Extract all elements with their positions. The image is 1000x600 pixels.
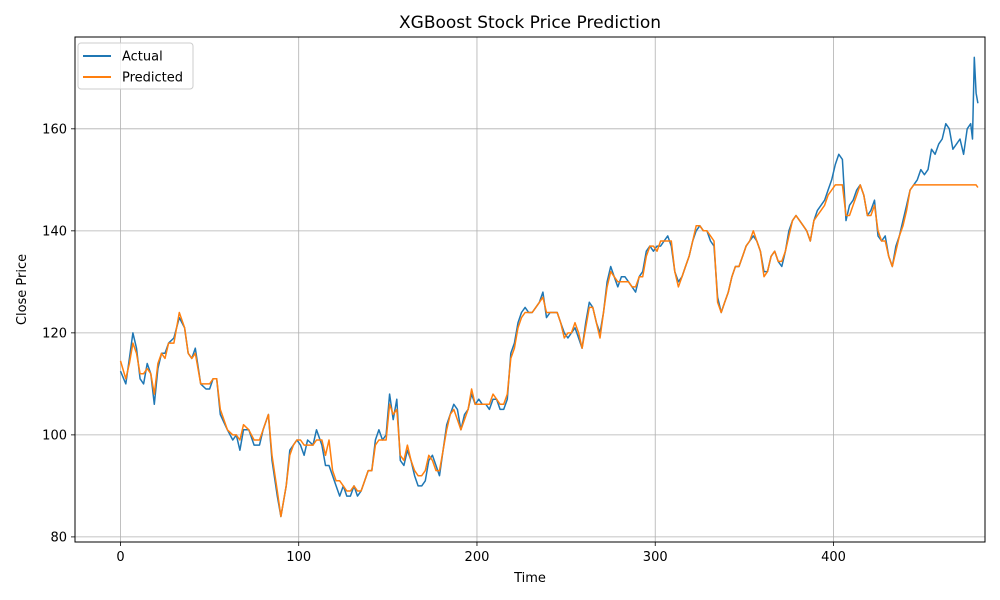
y-tick-label: 80 <box>50 530 67 545</box>
y-tick-label: 140 <box>42 224 67 239</box>
x-tick-label: 200 <box>465 550 490 565</box>
legend: Actual Predicted <box>77 42 194 90</box>
grid <box>75 37 985 542</box>
x-axis-label: Time <box>513 571 546 586</box>
x-tick-label: 300 <box>643 550 668 565</box>
plot-frame <box>74 36 986 543</box>
x-tick-label: 100 <box>286 550 311 565</box>
y-tick-label: 120 <box>42 326 67 341</box>
y-tick-label: 160 <box>42 122 67 137</box>
y-tick-label: 100 <box>42 428 67 443</box>
x-tick-label: 0 <box>116 550 124 565</box>
chart-title: XGBoost Stock Price Prediction <box>399 13 661 33</box>
series-line-actual <box>119 56 979 518</box>
y-axis-label: Close Price <box>15 254 30 325</box>
x-tick-label: 400 <box>821 550 846 565</box>
series-line-predicted <box>119 184 979 518</box>
legend-label-actual: Actual <box>122 50 163 65</box>
legend-label-predicted: Predicted <box>122 71 183 86</box>
series-lines <box>119 56 979 518</box>
ticks: 0 100 200 300 400 80 100 120 140 160 <box>42 122 846 565</box>
